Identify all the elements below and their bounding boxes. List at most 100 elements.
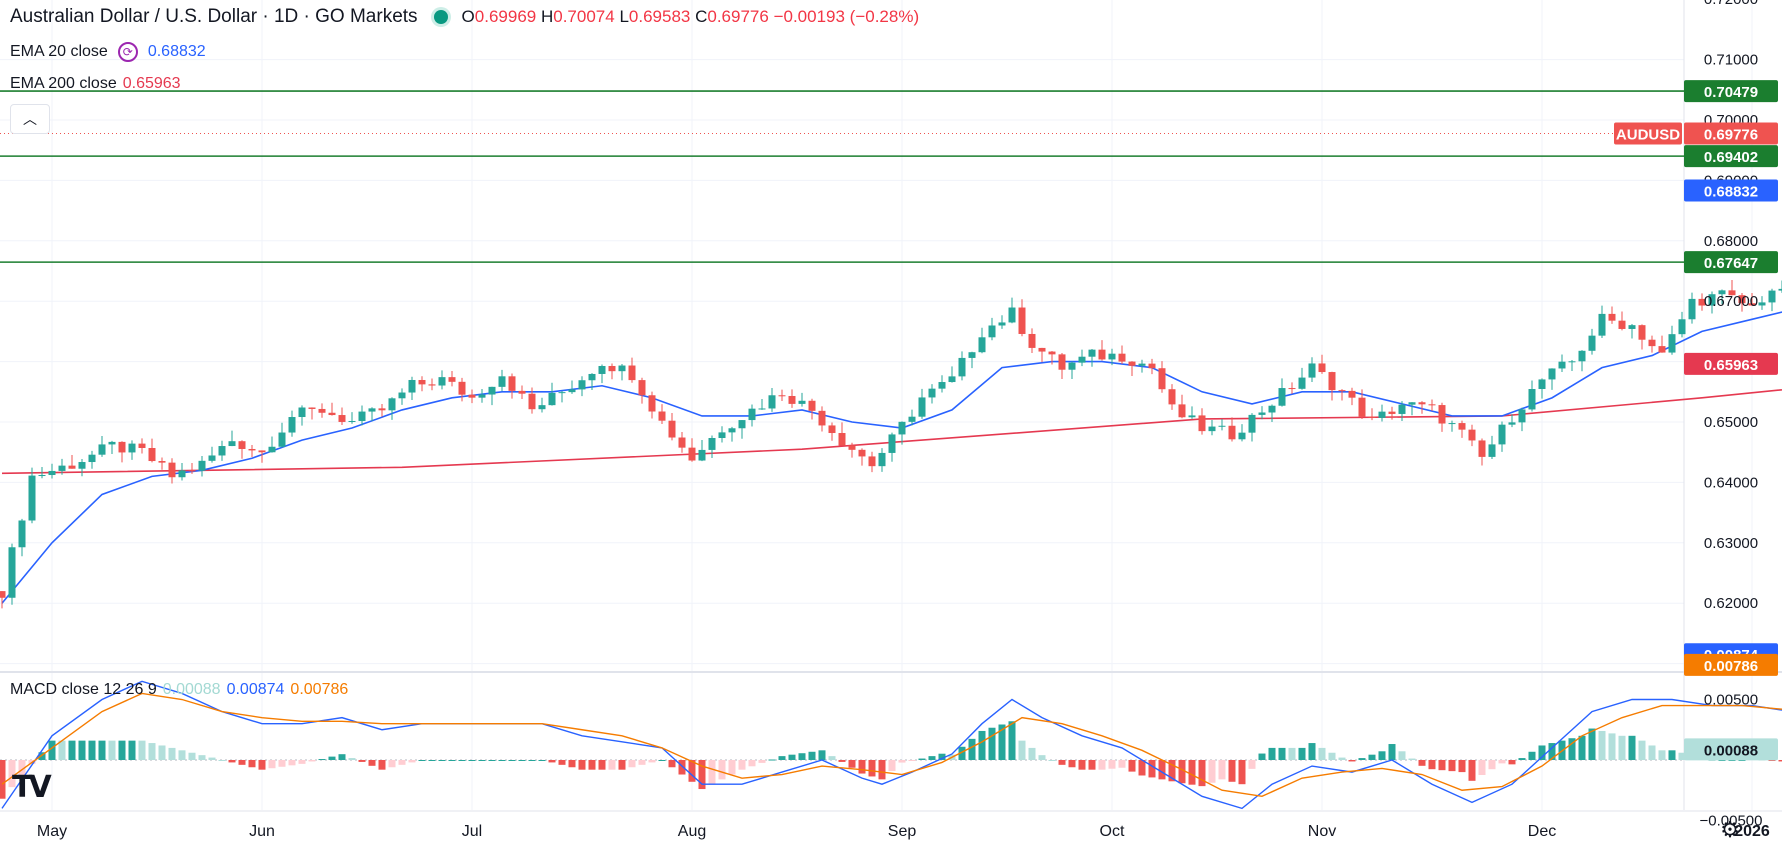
candle-body xyxy=(1778,288,1782,291)
macd-histogram-bar xyxy=(938,753,946,760)
candle-body xyxy=(1108,353,1116,360)
candle-body xyxy=(1488,444,1496,457)
macd-histogram-bar xyxy=(1438,760,1446,771)
macd-histogram-bar xyxy=(1238,760,1246,785)
macd-histogram-bar xyxy=(548,760,556,763)
macd-histogram-bar xyxy=(418,760,426,761)
candle-body xyxy=(168,462,176,478)
macd-histogram-bar xyxy=(628,760,636,768)
candle-body xyxy=(1298,377,1306,389)
candle-body xyxy=(498,376,506,387)
macd-histogram-bar xyxy=(138,740,146,760)
symbol-legend: Australian Dollar / U.S. Dollar · 1D · G… xyxy=(10,6,919,28)
macd-histogram-bar xyxy=(1418,760,1426,766)
macd-histogram-bar xyxy=(1138,760,1146,776)
candle-body xyxy=(848,445,856,450)
macd-histogram-bar xyxy=(1308,743,1316,760)
macd-histogram-bar xyxy=(748,760,756,767)
time-tick: Jul xyxy=(462,823,482,840)
candle-body xyxy=(548,392,556,406)
tradingview-logo[interactable]: TV xyxy=(12,770,52,805)
candle-body xyxy=(998,322,1006,326)
macd-histogram-bar xyxy=(978,730,986,760)
candle-body xyxy=(1378,411,1386,418)
macd-histogram-bar xyxy=(1728,760,1736,761)
macd-histogram-bar xyxy=(1568,738,1576,760)
candle-body xyxy=(1708,294,1716,306)
chevron-up-icon[interactable]: ︿ xyxy=(10,104,50,134)
macd-histogram-bar xyxy=(1508,760,1516,765)
macd-histogram-bar xyxy=(1158,760,1166,780)
candle-body xyxy=(488,386,496,395)
candle-body xyxy=(1468,429,1476,441)
macd-histogram-bar xyxy=(328,756,336,760)
macd-histogram-bar xyxy=(528,760,536,761)
candle-body xyxy=(378,408,386,411)
ema20-legend[interactable]: EMA 20 close ⟳ 0.68832 xyxy=(10,42,206,62)
macd-histogram-bar xyxy=(678,760,686,775)
candle-body xyxy=(278,432,286,447)
time-tick: Nov xyxy=(1308,823,1336,840)
macd-histogram-bar xyxy=(128,740,136,760)
macd-histogram-bar xyxy=(1768,760,1776,761)
refresh-icon[interactable]: ⟳ xyxy=(117,42,138,62)
macd-histogram-bar xyxy=(1318,747,1326,760)
macd-histogram-bar xyxy=(48,740,56,760)
gear-icon[interactable]: ⚙ xyxy=(1720,817,1740,842)
candle-body xyxy=(638,380,646,396)
macd-histogram-bar xyxy=(1478,760,1486,776)
candle-body xyxy=(1738,295,1746,304)
candle-body xyxy=(1648,339,1656,347)
macd-histogram-bar xyxy=(658,760,666,761)
candle-body xyxy=(768,395,776,409)
macd-histogram-bar xyxy=(708,760,716,785)
price-axis[interactable]: 0.720000.710000.700000.690000.680000.670… xyxy=(1614,0,1778,830)
candle-body xyxy=(1308,363,1316,378)
candle-body xyxy=(888,434,896,453)
macd-histogram-bar xyxy=(508,760,516,761)
macd-tag-hist: 0.00088 xyxy=(1704,742,1758,759)
macd-histogram-bar xyxy=(488,760,496,761)
time-axis[interactable]: MayJunJulAugSepOctNovDec2026FebMar xyxy=(37,823,1782,840)
macd-histogram-bar xyxy=(368,760,376,766)
macd-histogram-bar xyxy=(1298,747,1306,760)
time-tick: Jun xyxy=(249,823,275,840)
macd-histogram-bar xyxy=(1448,760,1456,772)
candle-body xyxy=(388,398,396,411)
macd-histogram-bar xyxy=(188,752,196,760)
level-tag: 0.70479 xyxy=(1704,84,1758,101)
macd-histogram-bar xyxy=(1198,760,1206,787)
candle-body xyxy=(1088,349,1096,357)
ema20-line xyxy=(1,311,1782,604)
horizontal-levels[interactable] xyxy=(0,90,1684,263)
macd-signal-value: 0.00786 xyxy=(290,681,349,698)
candle-body xyxy=(828,425,836,434)
candle-body xyxy=(1768,290,1776,303)
macd-histogram-bar xyxy=(308,760,316,762)
candle-body xyxy=(428,384,436,386)
candle-body xyxy=(578,380,586,390)
candle-body xyxy=(1148,363,1156,369)
ema200-legend[interactable]: EMA 200 close 0.65963 xyxy=(10,75,181,93)
macd-histogram-bar xyxy=(638,760,646,765)
macd-histogram-bar xyxy=(1578,735,1586,760)
macd-histogram-bar xyxy=(1548,743,1556,760)
candle-body xyxy=(438,377,446,386)
candle-body xyxy=(338,415,346,422)
close-value: 0.69776 xyxy=(707,7,769,26)
macd-histogram-bar xyxy=(8,760,16,788)
candle-body xyxy=(878,452,886,467)
candle-body xyxy=(458,381,466,395)
close-key: C xyxy=(695,7,708,26)
macd-histogram-bar xyxy=(898,760,906,763)
candle-body xyxy=(1578,350,1586,362)
candle-body xyxy=(1498,424,1506,445)
ema20-label: EMA 20 close xyxy=(10,43,108,60)
candle-body xyxy=(1518,409,1526,423)
level-tag-bg xyxy=(1684,251,1778,274)
macd-legend[interactable]: MACD close 12 26 9 0.00088 0.00874 0.007… xyxy=(10,681,348,699)
candle-body xyxy=(968,352,976,358)
high-value: 0.70074 xyxy=(553,7,615,26)
macd-histogram-bar xyxy=(758,760,766,763)
